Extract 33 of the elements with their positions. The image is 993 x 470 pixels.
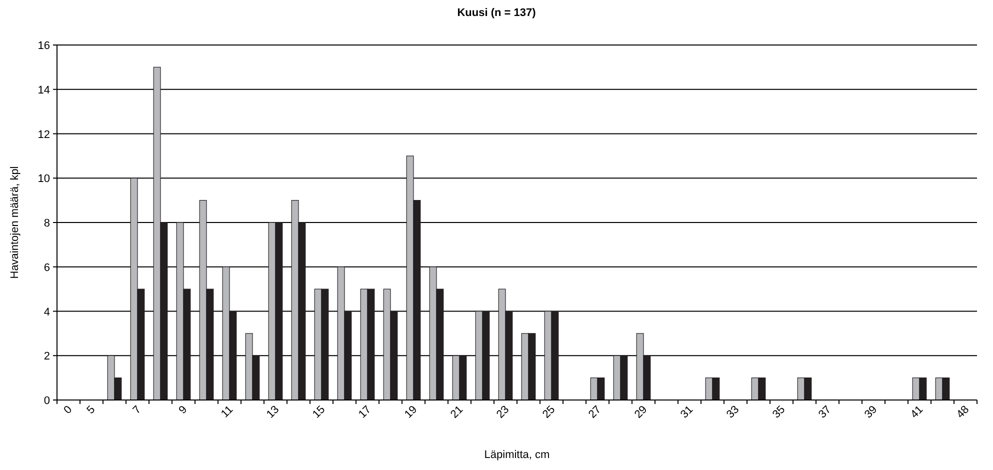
x-tick-label: 23	[494, 404, 512, 421]
y-tick-label: 4	[44, 306, 50, 318]
x-tick-label: 21	[448, 404, 466, 421]
x-tick-label: 29	[632, 404, 650, 421]
y-tick-label: 14	[38, 84, 50, 96]
x-tick-label: 11	[219, 404, 236, 420]
x-tick-label: 19	[402, 404, 420, 421]
x-tick-label: 48	[954, 404, 972, 421]
y-tick-label: 8	[44, 218, 50, 230]
x-tick-label: 39	[862, 404, 880, 421]
x-tick-label: 33	[724, 404, 742, 421]
x-tick-label: 25	[540, 404, 558, 421]
x-axis-title: Läpimitta, cm	[484, 449, 550, 461]
x-tick-label: 35	[770, 404, 788, 421]
x-tick-label: 31	[678, 404, 696, 421]
x-tick-label: 41	[908, 404, 926, 421]
x-tick-label: 5	[84, 404, 98, 416]
y-tick-label: 10	[38, 173, 50, 186]
x-tick-label: 9	[176, 404, 190, 416]
chart-title: Kuusi (n = 137)	[457, 7, 536, 19]
x-tick-label: 15	[310, 404, 328, 421]
x-tick-label: 7	[130, 404, 144, 416]
y-tick-label: 12	[38, 128, 50, 141]
x-tick-label: 0	[62, 404, 75, 416]
y-tick-label: 16	[38, 40, 50, 52]
x-tick-label: 37	[816, 404, 834, 421]
y-axis-title: Havaintojen määrä, kpl	[9, 166, 21, 279]
y-tick-label: 2	[44, 350, 50, 363]
y-tick-label: 0	[44, 395, 50, 407]
x-tick-label: 13	[264, 404, 282, 421]
x-tick-label: 17	[356, 404, 374, 421]
x-tick-label: 27	[586, 404, 604, 421]
y-tick-label: 6	[44, 262, 50, 274]
